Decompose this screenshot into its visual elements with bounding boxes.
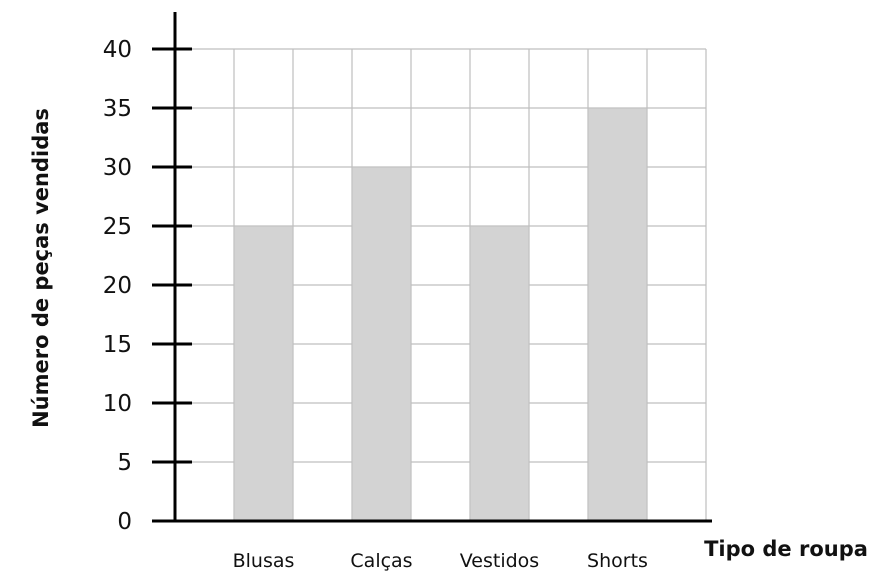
y-tick-label: 30 [103,155,132,181]
x-tick-label: Vestidos [460,550,539,572]
y-tick-label: 10 [103,391,132,417]
y-tick-label: 25 [103,214,132,240]
bar-blusas [233,225,294,522]
y-tick-label: 15 [103,332,132,358]
y-tick-label: 35 [103,96,132,122]
axes [152,12,712,523]
y-ticks: 0 5 10 15 20 25 30 35 40 [103,37,192,535]
x-tick-label: Calças [350,550,412,572]
x-axis-title: Tipo de roupa [704,537,868,561]
x-category-labels: Blusas Calças Vestidos Shorts [233,550,648,572]
bar-shorts [587,107,648,522]
y-tick-label: 0 [117,509,132,535]
x-tick-label: Shorts [587,550,648,572]
bars [233,107,648,522]
y-tick-label: 5 [117,450,132,476]
y-tick-label: 40 [103,37,132,63]
x-tick-label: Blusas [233,550,295,572]
y-axis-title: Número de peças vendidas [29,108,53,428]
bar-calcas [351,166,412,522]
bar-vestidos [469,225,530,522]
y-tick-label: 20 [103,273,132,299]
